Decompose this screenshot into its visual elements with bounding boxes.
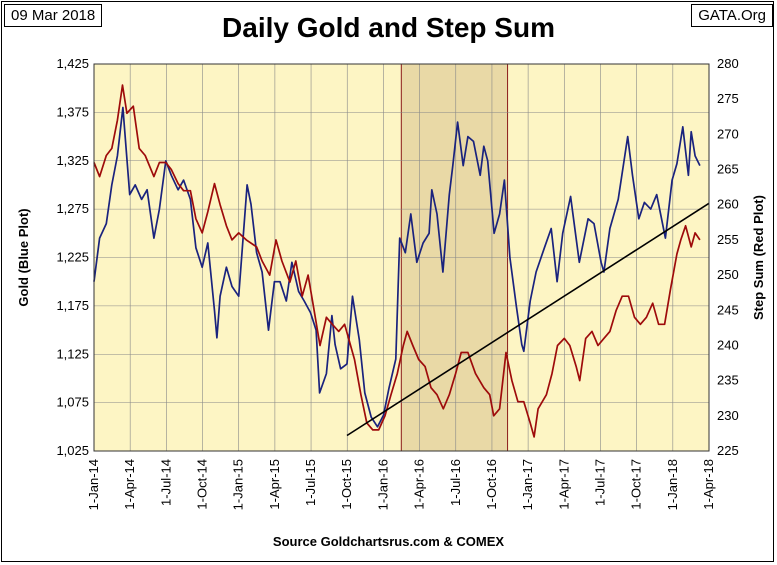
y-left-tick-label: 1,325 <box>56 153 89 168</box>
y-right-tick-label: 255 <box>717 232 739 247</box>
y-right-tick-label: 225 <box>717 443 739 458</box>
step-sum-series-line <box>93 84 701 438</box>
x-tick-label: 1-Apr-18 <box>701 459 716 510</box>
x-tick-label: 1-Jul-14 <box>158 459 173 506</box>
y-left-tick-label: 1,225 <box>56 250 89 265</box>
y-right-tick-label: 260 <box>717 197 739 212</box>
y-axis-left-label: Gold (Blue Plot) <box>16 208 31 306</box>
y-right-tick-label: 265 <box>717 162 739 177</box>
x-tick-label: 1-Jan-17 <box>520 459 535 510</box>
x-tick-label: 1-Oct-16 <box>484 459 499 510</box>
x-tick-label: 1-Jul-15 <box>303 459 318 506</box>
x-tick-label: 1-Jan-18 <box>665 459 680 510</box>
plot-border <box>93 63 710 452</box>
y-left-tick-label: 1,275 <box>56 201 89 216</box>
y-right-tick-label: 250 <box>717 267 739 282</box>
y-left-tick-label: 1,025 <box>56 443 89 458</box>
brand-label: GATA.Org <box>691 4 773 27</box>
x-tick-label: 1-Apr-16 <box>412 459 427 510</box>
x-tick-label: 1-Oct-14 <box>195 459 210 510</box>
x-tick-label: 1-Jan-15 <box>231 459 246 510</box>
x-tick-label: 1-Jul-17 <box>592 459 607 506</box>
y-left-tick-label: 1,075 <box>56 395 89 410</box>
y-right-tick-label: 230 <box>717 408 739 423</box>
y-left-tick-label: 1,375 <box>56 104 89 119</box>
y-right-tick-label: 240 <box>717 337 739 352</box>
y-left-tick-label: 1,425 <box>56 56 89 71</box>
date-label: 09 Mar 2018 <box>4 4 103 27</box>
trend-line <box>346 202 710 437</box>
x-tick-label: 1-Apr-15 <box>267 459 282 510</box>
y-right-tick-label: 245 <box>717 302 739 317</box>
chart-title: Daily Gold and Step Sum <box>222 12 555 43</box>
y-right-tick-label: 235 <box>717 373 739 388</box>
y-left-tick-label: 1,175 <box>56 298 89 313</box>
gold-series-line <box>93 106 701 428</box>
x-tick-label: 1-Jul-16 <box>448 459 463 506</box>
y-axis-right-label: Step Sum (Red Plot) <box>751 195 766 320</box>
x-tick-label: 1-Apr-14 <box>122 459 137 510</box>
source-note: Source Goldchartsrus.com & COMEX <box>272 534 505 549</box>
x-tick-label: 1-Oct-15 <box>339 459 354 510</box>
y-left-tick-label: 1,125 <box>56 346 89 361</box>
x-tick-label: 1-Apr-17 <box>556 459 571 510</box>
y-right-tick-label: 280 <box>717 56 739 71</box>
x-tick-label: 1-Jan-14 <box>86 459 101 510</box>
x-tick-label: 1-Oct-17 <box>629 459 644 510</box>
x-tick-label: 1-Jan-16 <box>375 459 390 510</box>
y-right-tick-label: 270 <box>717 126 739 141</box>
y-right-tick-label: 275 <box>717 91 739 106</box>
